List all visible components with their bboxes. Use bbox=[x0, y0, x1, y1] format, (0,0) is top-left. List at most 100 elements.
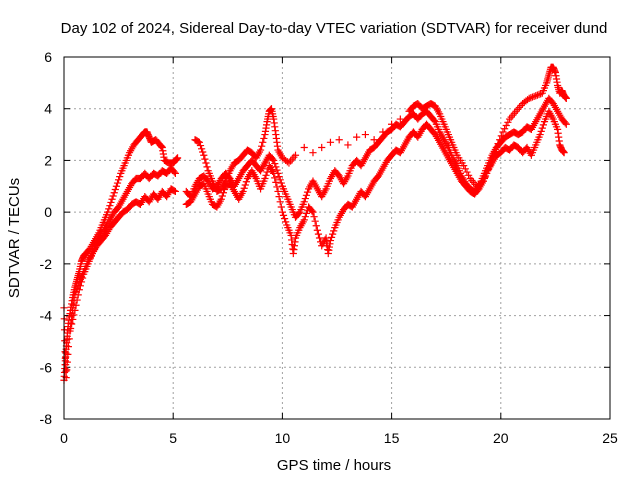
data-point bbox=[310, 213, 318, 221]
data-point bbox=[260, 134, 268, 143]
data-point bbox=[314, 230, 323, 238]
data-point bbox=[268, 155, 277, 163]
data-point bbox=[68, 320, 76, 328]
data-point bbox=[370, 136, 378, 144]
y-tick-label: -8 bbox=[40, 411, 53, 427]
data-point bbox=[361, 130, 369, 139]
data-point bbox=[303, 188, 312, 196]
data-point bbox=[344, 141, 352, 149]
data-point bbox=[202, 159, 210, 167]
data-point bbox=[276, 198, 284, 206]
data-point bbox=[312, 222, 320, 230]
x-tick-label: 25 bbox=[602, 430, 618, 446]
data-point bbox=[68, 306, 77, 314]
data-point bbox=[300, 198, 308, 206]
data-point bbox=[275, 193, 283, 201]
series-track-lower bbox=[60, 107, 568, 382]
data-point bbox=[330, 227, 338, 235]
x-axis-label: GPS time / hours bbox=[277, 457, 391, 474]
data-point bbox=[194, 138, 202, 146]
data-point bbox=[270, 156, 278, 165]
data-point bbox=[315, 234, 324, 242]
data-point bbox=[60, 326, 69, 334]
x-tick-label: 5 bbox=[169, 430, 177, 446]
data-point bbox=[273, 166, 281, 174]
data-point bbox=[270, 169, 278, 177]
data-point bbox=[272, 178, 280, 187]
data-point bbox=[170, 168, 178, 176]
data-point bbox=[104, 208, 112, 216]
data-point bbox=[271, 160, 279, 168]
data-point bbox=[68, 311, 76, 320]
data-point bbox=[272, 163, 280, 171]
data-point bbox=[318, 143, 326, 152]
data-point bbox=[302, 191, 311, 199]
data-point bbox=[302, 209, 311, 218]
data-point bbox=[74, 281, 82, 289]
data-point bbox=[291, 151, 300, 159]
data-point bbox=[326, 138, 335, 146]
data-point bbox=[562, 94, 570, 102]
data-point bbox=[111, 185, 119, 194]
data-point bbox=[70, 296, 78, 304]
data-point bbox=[242, 178, 250, 186]
data-point bbox=[65, 335, 73, 343]
chart-title: Day 102 of 2024, Sidereal Day-to-day VTE… bbox=[61, 20, 608, 37]
data-point bbox=[353, 133, 361, 141]
y-tick-label: -6 bbox=[40, 359, 53, 375]
data-point bbox=[201, 155, 209, 163]
data-point bbox=[538, 124, 546, 132]
data-point bbox=[170, 187, 178, 195]
data-point bbox=[197, 145, 206, 153]
data-point bbox=[282, 218, 290, 226]
data-point bbox=[106, 202, 114, 210]
data-point bbox=[203, 163, 211, 171]
data-point bbox=[199, 148, 207, 156]
data-point bbox=[300, 216, 308, 224]
data-point bbox=[73, 284, 81, 293]
data-point bbox=[396, 115, 404, 123]
data-point bbox=[64, 350, 72, 358]
data-point bbox=[105, 205, 113, 213]
grid bbox=[64, 57, 610, 419]
data-point bbox=[61, 337, 69, 345]
data-point bbox=[327, 233, 336, 241]
x-tick-label: 15 bbox=[384, 430, 400, 446]
data-point bbox=[275, 172, 283, 181]
data-point bbox=[61, 354, 69, 362]
data-point bbox=[195, 138, 204, 146]
data-point bbox=[301, 213, 309, 221]
data-point bbox=[108, 195, 116, 203]
y-axis-label: SDTVAR / TECUs bbox=[6, 178, 23, 298]
data-point bbox=[277, 203, 285, 211]
data-point bbox=[536, 130, 544, 139]
y-tick-label: 2 bbox=[44, 152, 52, 168]
data-point bbox=[256, 146, 265, 154]
data-point bbox=[276, 176, 284, 184]
data-point bbox=[326, 236, 335, 245]
y-tick-label: -2 bbox=[40, 256, 53, 272]
data-point bbox=[279, 211, 288, 219]
data-point bbox=[171, 169, 179, 177]
y-tick-label: -4 bbox=[40, 308, 53, 324]
data-point bbox=[263, 168, 271, 176]
data-point bbox=[116, 172, 124, 181]
data-point bbox=[218, 192, 226, 200]
data-point bbox=[67, 319, 75, 327]
data-point bbox=[300, 143, 308, 152]
data-point bbox=[562, 120, 570, 128]
data-point bbox=[274, 187, 282, 196]
data-point bbox=[311, 217, 319, 225]
data-point bbox=[309, 149, 317, 157]
data-point bbox=[295, 209, 303, 218]
data-point bbox=[171, 187, 179, 196]
data-point bbox=[112, 182, 121, 190]
data-point bbox=[66, 327, 74, 335]
data-point bbox=[261, 174, 269, 183]
data-point bbox=[217, 195, 225, 203]
data-point bbox=[309, 208, 317, 216]
data-point bbox=[107, 198, 115, 207]
data-point bbox=[196, 141, 205, 150]
data-point bbox=[560, 149, 568, 157]
data-point bbox=[200, 151, 208, 159]
